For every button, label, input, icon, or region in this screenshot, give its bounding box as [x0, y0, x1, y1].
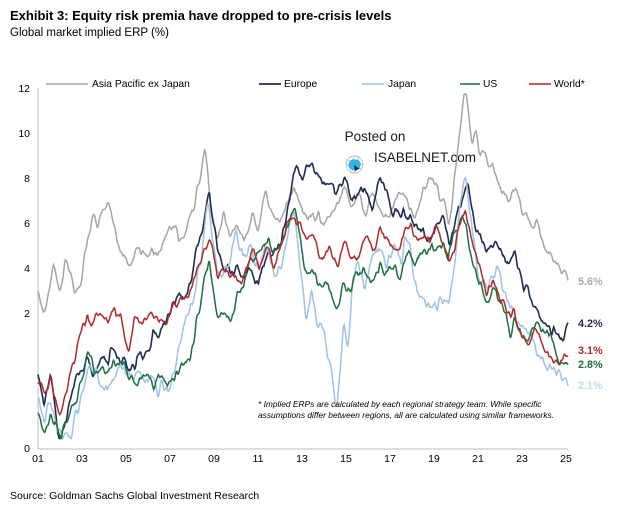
svg-text:25: 25: [560, 453, 572, 465]
svg-text:assumptions differ between reg: assumptions differ between regions, all …: [258, 410, 554, 420]
svg-text:23: 23: [516, 453, 528, 465]
svg-text:01: 01: [32, 453, 44, 465]
svg-text:07: 07: [164, 453, 176, 465]
svg-text:2.8%: 2.8%: [578, 359, 603, 371]
svg-text:10: 10: [18, 128, 30, 140]
svg-text:* Implied ERPs are calculated: * Implied ERPs are calculated by each re…: [258, 399, 542, 409]
svg-text:World*: World*: [554, 79, 585, 90]
svg-text:03: 03: [76, 453, 88, 465]
svg-text:12: 12: [18, 83, 30, 95]
svg-text:5.6%: 5.6%: [578, 276, 603, 288]
svg-text:4.2%: 4.2%: [578, 318, 603, 330]
svg-text:Asia Pacific ex Japan: Asia Pacific ex Japan: [92, 79, 190, 90]
svg-text:0: 0: [24, 443, 30, 455]
svg-text:Japan: Japan: [388, 79, 416, 90]
svg-text:4: 4: [24, 263, 30, 275]
svg-text:21: 21: [472, 453, 484, 465]
svg-text:8: 8: [24, 173, 30, 185]
svg-text:2: 2: [24, 308, 30, 320]
svg-text:15: 15: [340, 453, 352, 465]
svg-text:05: 05: [120, 453, 132, 465]
svg-text:6: 6: [24, 218, 30, 230]
svg-text:2.1%: 2.1%: [578, 380, 603, 392]
svg-text:19: 19: [428, 453, 440, 465]
svg-text:Europe: Europe: [284, 79, 317, 90]
svg-text:3.1%: 3.1%: [578, 345, 603, 357]
svg-text:09: 09: [208, 453, 220, 465]
svg-text:17: 17: [384, 453, 396, 465]
svg-text:US: US: [483, 79, 497, 90]
svg-text:11: 11: [253, 453, 264, 465]
svg-text:13: 13: [296, 453, 308, 465]
